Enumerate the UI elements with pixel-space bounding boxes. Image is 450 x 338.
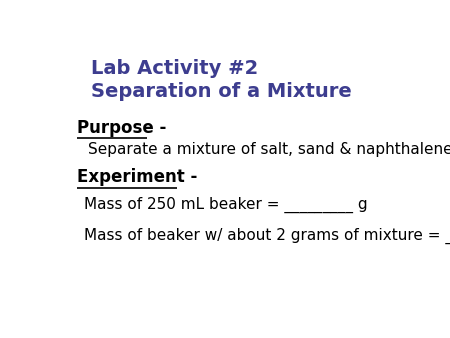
Text: Mass of 250 mL beaker = _________ g: Mass of 250 mL beaker = _________ g <box>84 197 368 213</box>
Text: Lab Activity #2: Lab Activity #2 <box>91 59 258 78</box>
Text: Experiment -: Experiment - <box>77 168 198 186</box>
Text: Separation of a Mixture: Separation of a Mixture <box>91 82 352 101</box>
Text: Purpose -: Purpose - <box>77 119 166 137</box>
Text: Mass of beaker w/ about 2 grams of mixture = _________ g: Mass of beaker w/ about 2 grams of mixtu… <box>84 228 450 244</box>
Text: Separate a mixture of salt, sand & naphthalene (nap): Separate a mixture of salt, sand & napht… <box>88 142 450 157</box>
